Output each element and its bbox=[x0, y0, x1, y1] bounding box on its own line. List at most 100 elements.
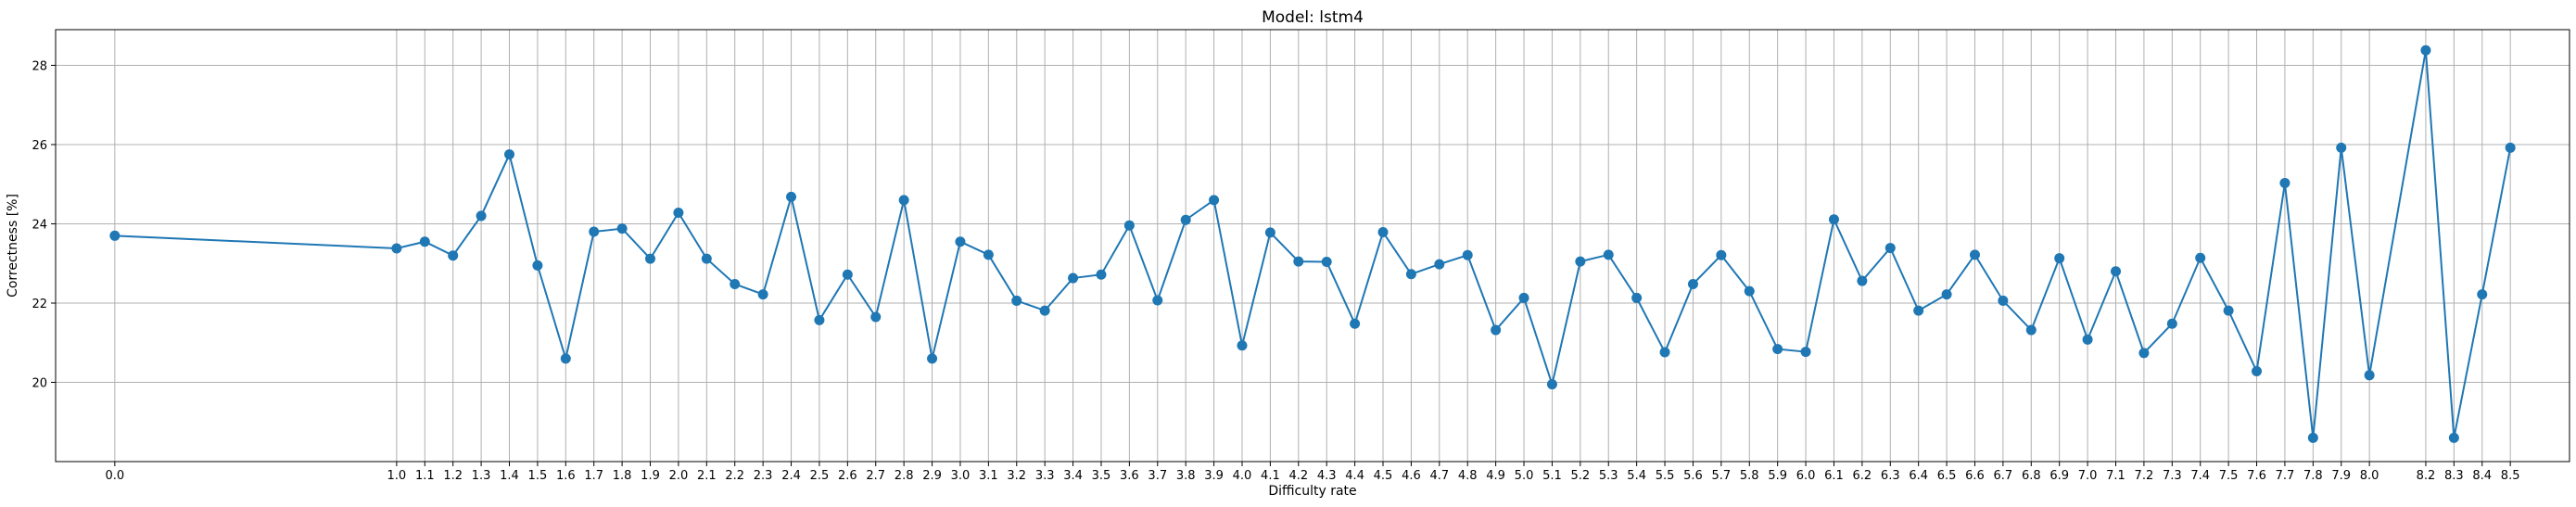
data-point bbox=[701, 253, 712, 264]
x-tick-label: 1.6 bbox=[556, 469, 576, 483]
data-point bbox=[1321, 257, 1332, 268]
data-point bbox=[1575, 256, 1586, 267]
data-point bbox=[2336, 142, 2347, 153]
x-axis-label: Difficulty rate bbox=[1268, 484, 1356, 499]
data-point bbox=[1039, 305, 1050, 316]
data-point bbox=[2505, 142, 2516, 153]
x-tick-label: 7.5 bbox=[2219, 469, 2239, 483]
x-tick-label: 8.5 bbox=[2501, 469, 2520, 483]
x-tick-label: 7.2 bbox=[2135, 469, 2154, 483]
x-tick-label: 4.0 bbox=[1233, 469, 1252, 483]
data-point bbox=[2082, 334, 2093, 345]
x-tick-label: 3.5 bbox=[1092, 469, 1111, 483]
x-tick-label: 3.7 bbox=[1148, 469, 1167, 483]
x-tick-label: 6.1 bbox=[1824, 469, 1844, 483]
x-tick-label: 1.7 bbox=[584, 469, 603, 483]
data-point bbox=[1744, 285, 1755, 297]
data-point bbox=[786, 191, 797, 202]
data-point bbox=[1857, 275, 1868, 286]
data-point bbox=[1180, 214, 1191, 225]
x-tick-label: 1.2 bbox=[443, 469, 463, 483]
data-point bbox=[757, 289, 768, 300]
data-point bbox=[1800, 347, 1811, 358]
data-point bbox=[589, 226, 600, 237]
x-axis-ticks: 0.0 1.0 1.1 1.2 1.3 1.4 1.5 1.6 1.7 1.8 1.9 2.0 2.1 2… bbox=[106, 462, 2520, 483]
data-point bbox=[1828, 214, 1839, 225]
data-point bbox=[476, 210, 487, 222]
data-point bbox=[1123, 220, 1135, 231]
x-tick-label: 8.2 bbox=[2417, 469, 2436, 483]
x-tick-label: 7.0 bbox=[2078, 469, 2098, 483]
x-tick-label: 7.4 bbox=[2190, 469, 2210, 483]
x-tick-label: 5.4 bbox=[1627, 469, 1646, 483]
data-point bbox=[1998, 295, 2009, 306]
x-tick-label: 1.8 bbox=[613, 469, 632, 483]
x-tick-label: 5.2 bbox=[1570, 469, 1590, 483]
x-tick-label: 3.1 bbox=[979, 469, 998, 483]
data-point bbox=[2448, 432, 2459, 443]
data-point bbox=[616, 223, 628, 234]
x-tick-label: 4.4 bbox=[1345, 469, 1364, 483]
x-tick-label: 1.4 bbox=[500, 469, 519, 483]
x-tick-label: 2.5 bbox=[810, 469, 830, 483]
x-tick-label: 6.7 bbox=[1994, 469, 2013, 483]
data-point bbox=[109, 230, 121, 241]
x-tick-label: 4.5 bbox=[1374, 469, 1393, 483]
x-tick-label: 6.5 bbox=[1937, 469, 1957, 483]
x-tick-label: 2.1 bbox=[697, 469, 717, 483]
data-point bbox=[503, 149, 514, 160]
x-tick-label: 7.9 bbox=[2331, 469, 2351, 483]
y-axis-ticks: 20 22 24 26 28 bbox=[32, 59, 56, 390]
data-point bbox=[2477, 289, 2488, 300]
data-point bbox=[2025, 324, 2037, 336]
x-tick-label: 6.8 bbox=[2022, 469, 2041, 483]
data-point bbox=[2166, 318, 2177, 329]
data-point bbox=[2420, 44, 2431, 56]
data-point bbox=[2252, 366, 2263, 377]
data-point bbox=[1884, 243, 1896, 254]
x-tick-label: 5.7 bbox=[1712, 469, 1732, 483]
y-tick-label: 20 bbox=[32, 376, 47, 390]
x-tick-label: 7.6 bbox=[2247, 469, 2266, 483]
x-tick-label: 5.5 bbox=[1656, 469, 1675, 483]
x-tick-label: 4.9 bbox=[1486, 469, 1505, 483]
data-point bbox=[1772, 344, 1783, 355]
x-tick-label: 3.9 bbox=[1204, 469, 1224, 483]
x-tick-label: 7.1 bbox=[2106, 469, 2126, 483]
x-tick-label: 7.3 bbox=[2163, 469, 2182, 483]
data-point bbox=[419, 236, 430, 247]
x-tick-label: 1.5 bbox=[528, 469, 548, 483]
data-point bbox=[730, 278, 741, 289]
data-point bbox=[842, 269, 853, 280]
data-point bbox=[1969, 249, 1980, 260]
data-point bbox=[645, 253, 656, 264]
plot-frame bbox=[55, 29, 2570, 463]
x-tick-label: 6.2 bbox=[1853, 469, 1872, 483]
data-point bbox=[2223, 305, 2234, 316]
data-point bbox=[673, 208, 684, 219]
x-tick-label: 3.2 bbox=[1007, 469, 1026, 483]
data-point bbox=[1716, 249, 1727, 260]
data-point bbox=[448, 250, 459, 261]
data-point bbox=[955, 236, 966, 247]
x-tick-label: 6.3 bbox=[1881, 469, 1900, 483]
x-tick-label: 4.7 bbox=[1429, 469, 1449, 483]
data-point bbox=[1434, 259, 1445, 270]
x-tick-label: 4.2 bbox=[1288, 469, 1308, 483]
x-tick-label: 3.3 bbox=[1035, 469, 1055, 483]
x-tick-label: 2.9 bbox=[922, 469, 942, 483]
x-tick-label: 3.0 bbox=[951, 469, 971, 483]
x-tick-label: 2.8 bbox=[895, 469, 914, 483]
x-tick-label: 3.8 bbox=[1176, 469, 1196, 483]
x-tick-label: 5.3 bbox=[1599, 469, 1618, 483]
x-tick-label: 8.3 bbox=[2444, 469, 2464, 483]
data-point bbox=[870, 311, 882, 323]
data-point bbox=[1518, 292, 1529, 303]
x-tick-label: 4.8 bbox=[1458, 469, 1478, 483]
x-tick-label: 0.0 bbox=[106, 469, 125, 483]
data-point bbox=[1631, 292, 1643, 303]
x-tick-label: 4.6 bbox=[1402, 469, 1421, 483]
data-point bbox=[1293, 256, 1304, 267]
x-tick-label: 6.4 bbox=[1909, 469, 1928, 483]
x-tick-label: 1.9 bbox=[641, 469, 660, 483]
